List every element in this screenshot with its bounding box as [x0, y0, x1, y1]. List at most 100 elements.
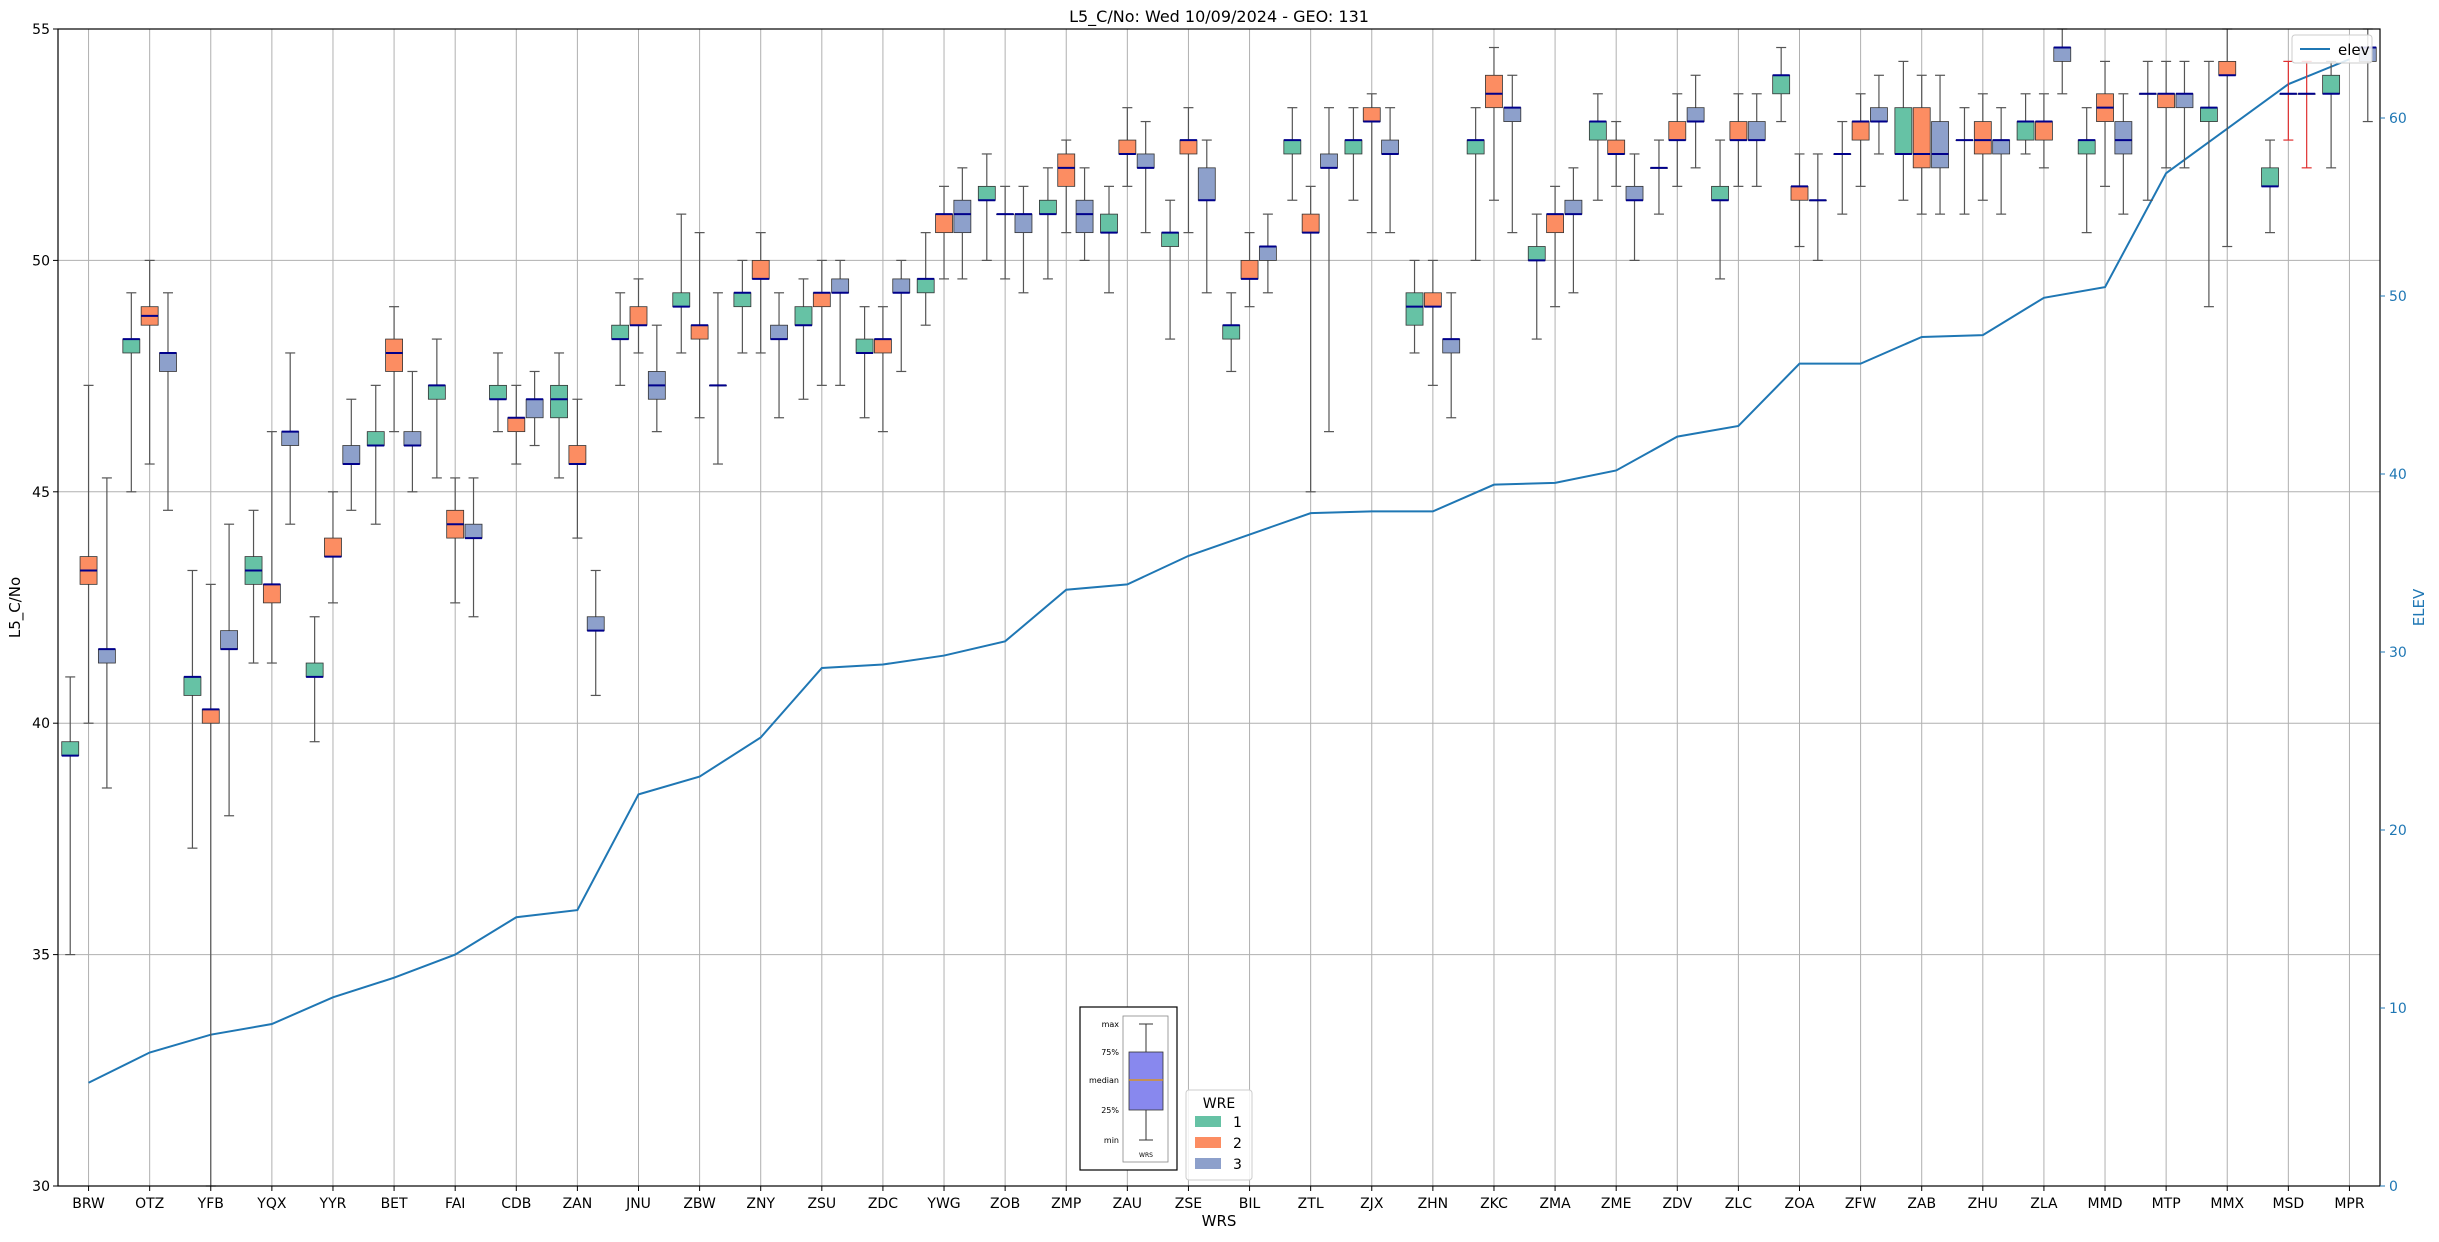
wre-legend: WRE 1 2 3	[1185, 1089, 1253, 1181]
x-tick-label: CDB	[501, 1196, 531, 1212]
wre-legend-label: 1	[1233, 1115, 1242, 1131]
box-layer	[61, 28, 2377, 1187]
elev-legend-frame	[2291, 34, 2373, 64]
box-wre-3	[97, 648, 116, 664]
box-wre-3	[1442, 338, 1461, 354]
elev-legend-label: elev	[2338, 41, 2370, 59]
x-axis-label: WRS	[1202, 1212, 1237, 1230]
x-tick-label: ZAN	[563, 1196, 593, 1212]
x-tick-label: ZOB	[990, 1196, 1020, 1212]
box-wre-1	[427, 384, 446, 400]
box-wre-1	[1405, 292, 1424, 326]
box-wre-2	[2218, 60, 2237, 76]
x-tick-label: MMD	[2088, 1196, 2123, 1212]
box-wre-3	[1686, 107, 1705, 122]
box-wre-2	[1485, 74, 1503, 109]
axis-layer: BRW OTZ YFB YQX YYR BET FAI CDB ZAN JNU ZBW ZNY ZSU Z…	[32, 22, 2407, 1212]
box-wre-3	[1075, 199, 1094, 234]
wre-legend-label: 3	[1233, 1157, 1242, 1173]
y-tick-label: 55	[32, 22, 50, 38]
box-wre-2	[1668, 121, 1687, 141]
box-wre-2	[1362, 107, 1381, 122]
box-wre-1	[1588, 121, 1607, 141]
wre-legend-label: 2	[1233, 1136, 1242, 1152]
box-wre-1	[672, 292, 691, 308]
box-wre-1	[916, 278, 935, 294]
x-tick-label: MTP	[2152, 1196, 2181, 1212]
y-tick-label: 45	[32, 485, 50, 501]
box-wre-1	[2016, 121, 2035, 141]
box-wre-3	[1320, 153, 1338, 169]
y-tick-label: 40	[32, 716, 50, 732]
box-wre-2	[324, 537, 342, 557]
box-wre-3	[1381, 139, 1399, 155]
box-wre-2	[935, 213, 953, 234]
x-tick-label: ZLA	[2030, 1196, 2058, 1212]
box-wre-3	[464, 523, 483, 539]
x-tick-label: ZKC	[1480, 1196, 1508, 1212]
box-wre-2	[1851, 121, 1870, 141]
x-tick-label: ZOA	[1785, 1196, 1815, 1212]
box-wre-3	[159, 352, 177, 372]
x-tick-label: ZSU	[807, 1196, 836, 1212]
key-xlabel: WRS	[1139, 1152, 1153, 1159]
box-wre-1	[305, 662, 324, 678]
y-axis-label: L5_C/No	[6, 577, 25, 638]
box-wre-2	[1546, 213, 1564, 234]
x-tick-label: ZDC	[868, 1196, 898, 1212]
box-wre-2	[1301, 213, 1320, 234]
box-wre-1	[183, 676, 202, 696]
x-tick-label: YFB	[197, 1196, 224, 1212]
box-wre-2	[568, 445, 587, 465]
y2-tick-label: 20	[2389, 823, 2407, 839]
box-wre-2	[1118, 139, 1137, 155]
chart-title: L5_C/No: Wed 10/09/2024 - GEO: 131	[1069, 7, 1369, 27]
box-wre-1	[1894, 107, 1913, 155]
key-label: 75%	[1101, 1048, 1119, 1057]
box-wre-3	[2053, 47, 2072, 62]
box-wre-2	[1973, 121, 1992, 155]
x-tick-label: ZAB	[1907, 1196, 1936, 1212]
box-wre-3	[1625, 185, 1644, 201]
x-tick-label: ZSE	[1175, 1196, 1202, 1212]
box-wre-3	[2114, 121, 2133, 155]
box-wre-1	[1344, 139, 1363, 155]
elev-legend: elev	[2291, 34, 2373, 64]
box-wre-1	[2261, 167, 2279, 187]
box-wre-3	[220, 630, 238, 650]
box-wre-2	[507, 417, 526, 433]
x-tick-label: ZJX	[1360, 1196, 1384, 1212]
box-wre-3	[586, 616, 605, 632]
box-wre-2	[812, 292, 831, 308]
elev-line	[88, 58, 2350, 1084]
box-wre-1	[1100, 213, 1118, 234]
box-wre-1	[1527, 246, 1546, 261]
box-wre-2	[874, 338, 892, 354]
box-wre-2	[2035, 121, 2053, 141]
box-wre-2	[262, 583, 281, 604]
y2-tick-label: 50	[2389, 289, 2407, 305]
box-wre-1	[2200, 107, 2218, 122]
x-tick-label: ZAU	[1113, 1196, 1142, 1212]
x-tick-label: ZMP	[1051, 1196, 1081, 1212]
box-wre-1	[855, 338, 874, 354]
x-tick-label: ZBW	[683, 1196, 716, 1212]
x-tick-label: MMX	[2210, 1196, 2244, 1212]
y2-tick-label: 10	[2389, 1001, 2407, 1017]
plot-frame	[57, 28, 2381, 1187]
key-label: median	[1089, 1076, 1119, 1085]
box-wre-3	[1503, 107, 1522, 122]
box-wre-3	[342, 445, 361, 465]
wre-legend-swatch	[1195, 1137, 1221, 1148]
box-wre-3	[281, 431, 300, 446]
box-wre-3	[770, 324, 788, 340]
x-tick-label: BRW	[72, 1196, 105, 1212]
box-wre-3	[1870, 107, 1888, 122]
box-wre-1	[1772, 74, 1791, 95]
box-wre-2	[201, 708, 220, 724]
box-wre-3	[1564, 199, 1583, 215]
box-wre-1	[550, 384, 568, 419]
key-label: max	[1102, 1020, 1120, 1029]
x-tick-label: FAI	[445, 1196, 465, 1212]
